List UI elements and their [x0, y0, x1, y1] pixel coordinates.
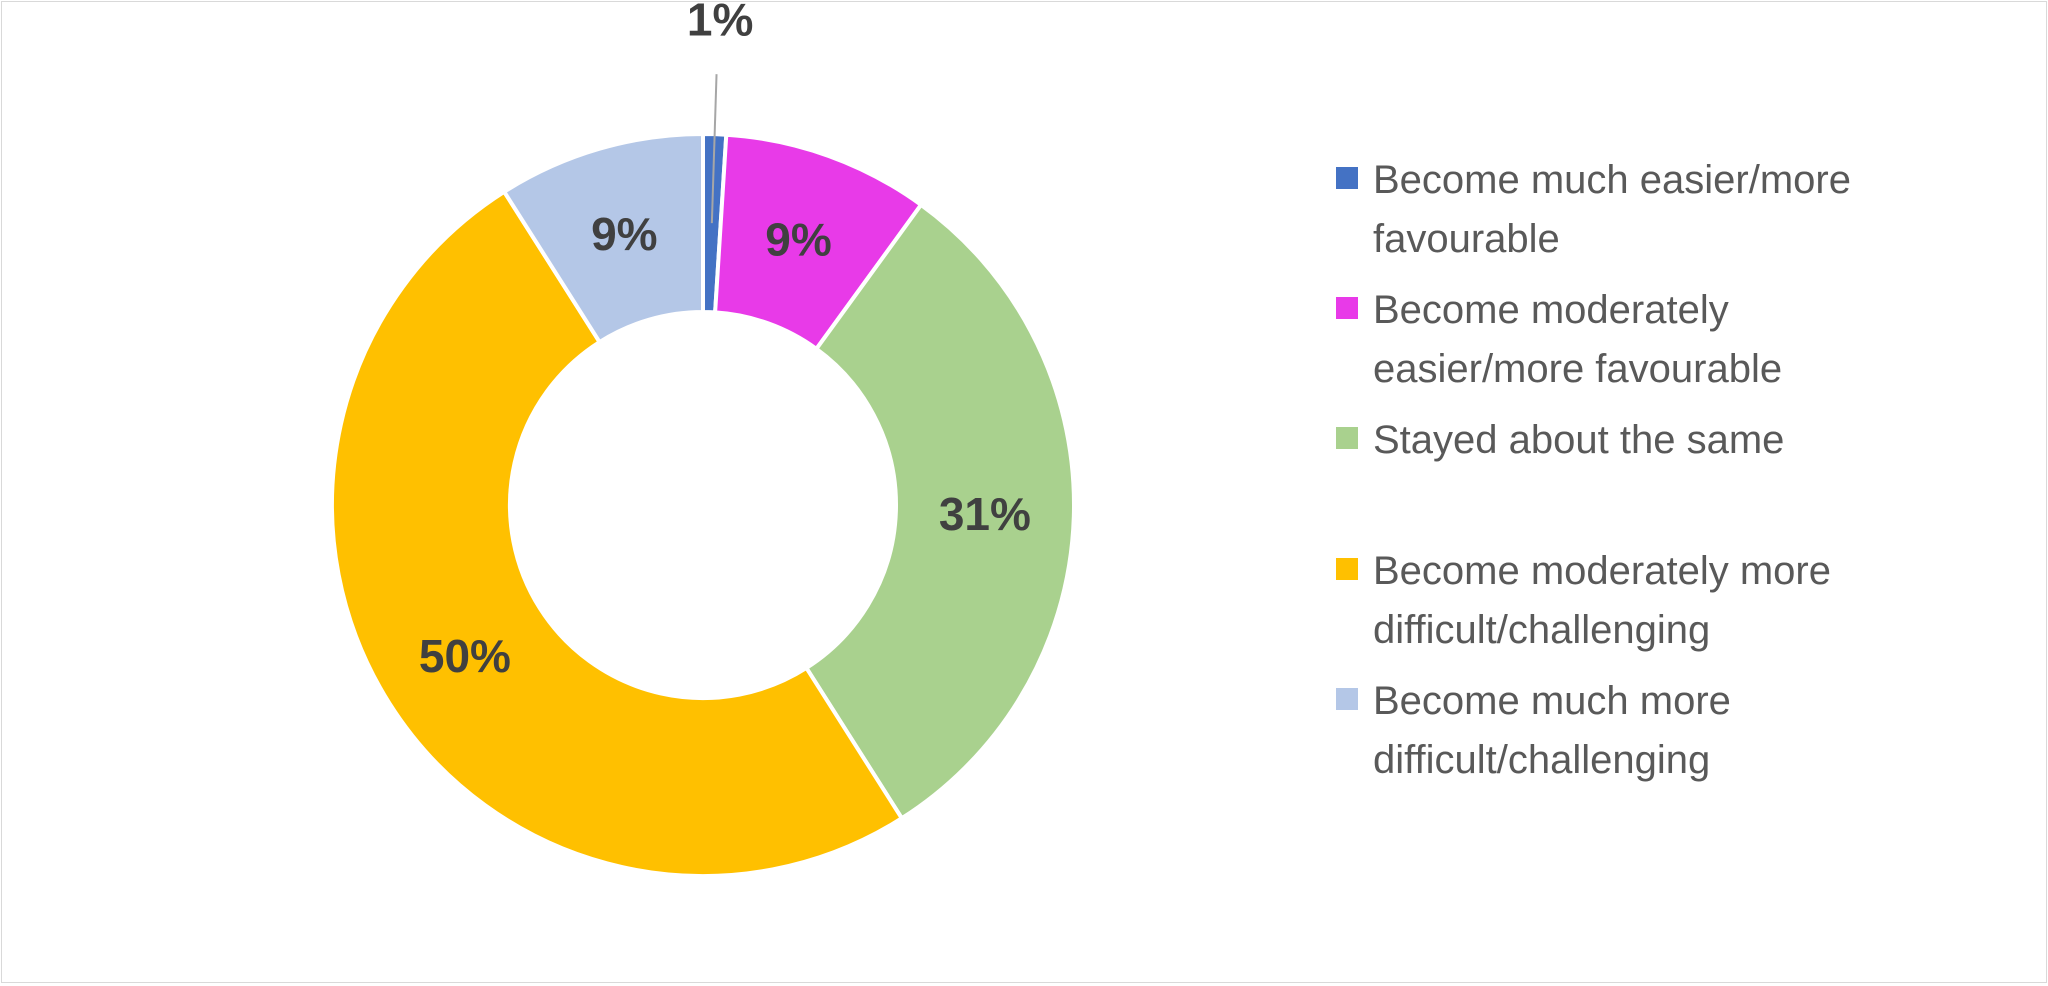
data-label-become-moderately-more-difficult-challenging: 50% — [419, 630, 511, 682]
data-label-become-moderately-easier-more-favourable: 9% — [765, 214, 831, 266]
slice-group — [330, 132, 1076, 878]
legend-marker-stayed-about-the-same — [1336, 427, 1358, 449]
data-label-become-much-easier-more-favourable: 1% — [687, 2, 753, 45]
legend-label-line: Become much easier/more — [1373, 158, 1851, 202]
legend-label-line: Stayed about the same — [1373, 418, 1784, 462]
leader-line-group — [710, 74, 718, 224]
legend-label-line: Become moderately — [1373, 288, 1729, 332]
legend-marker-become-much-more-difficult-challenging — [1336, 688, 1358, 710]
slice-become-much-more-difficult-challenging — [502, 132, 705, 345]
data-label-stayed-about-the-same: 31% — [939, 488, 1031, 540]
legend-label-line: favourable — [1373, 217, 1560, 261]
legend-label-become-moderately-easier-more-favourable: Become moderately easier/more favourable — [1373, 288, 1782, 391]
legend: Become much easier/more favourableBecome … — [1336, 158, 1851, 782]
legend-label-line: Become much more — [1373, 679, 1731, 723]
slice-stayed-about-the-same — [804, 202, 1076, 821]
legend-label-line: Become moderately more — [1373, 549, 1831, 593]
slice-become-moderately-more-difficult-challenging — [330, 189, 904, 878]
data-label-group: 1% 9% 31% 50% 9% — [419, 2, 1031, 682]
leader-line — [710, 74, 718, 224]
legend-label-line: easier/more favourable — [1373, 347, 1782, 391]
legend-label-line: difficult/challenging — [1373, 738, 1710, 782]
legend-label-become-much-easier-more-favourable: Become much easier/more favourable — [1373, 158, 1851, 261]
legend-marker-become-much-easier-more-favourable — [1336, 167, 1358, 189]
legend-marker-become-moderately-more-difficult-challenging — [1336, 558, 1358, 580]
data-label-become-much-more-difficult-challenging: 9% — [591, 208, 657, 260]
legend-label-stayed-about-the-same: Stayed about the same — [1373, 418, 1784, 462]
legend-label-become-moderately-more-difficult-challenging: Become moderately more difficult/challeng… — [1373, 549, 1831, 652]
legend-marker-become-moderately-easier-more-favourable — [1336, 297, 1358, 319]
legend-label-line: difficult/challenging — [1373, 608, 1710, 652]
legend-label-become-much-more-difficult-challenging: Become much more difficult/challenging — [1373, 679, 1731, 782]
